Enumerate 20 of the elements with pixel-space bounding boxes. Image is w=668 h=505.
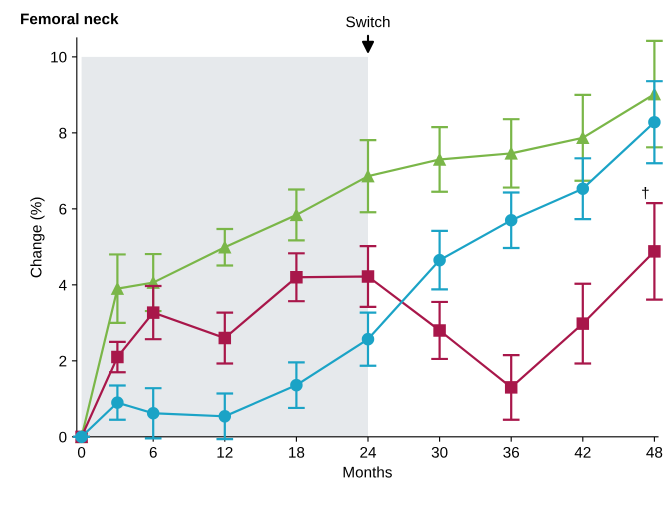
chart-title: Femoral neck [21, 13, 119, 24]
x-tick-label: 48 [646, 446, 662, 458]
x-tick-label: 24 [360, 446, 376, 458]
y-tick-label: 0 [59, 432, 66, 443]
x-axis-title: Months [344, 466, 392, 478]
y-tick-label: 8 [59, 128, 66, 139]
x-tick-label: 42 [574, 446, 591, 458]
x-tick-label: 30 [432, 446, 448, 458]
x-tick-label: 18 [289, 446, 304, 458]
x-tick-label: 6 [150, 446, 157, 458]
x-tick-label: 12 [217, 446, 233, 458]
annotation: † [642, 187, 649, 200]
annotation: Switch [346, 16, 390, 28]
x-tick-label: 36 [503, 446, 520, 458]
y-tick-label: 6 [59, 204, 66, 215]
y-tick-label: 4 [58, 280, 67, 290]
x-tick-label: 0 [78, 446, 86, 458]
y-tick-label: 2 [59, 356, 66, 366]
y-tick-label: 10 [51, 52, 66, 63]
y-axis-title: Change (%) [30, 198, 45, 278]
